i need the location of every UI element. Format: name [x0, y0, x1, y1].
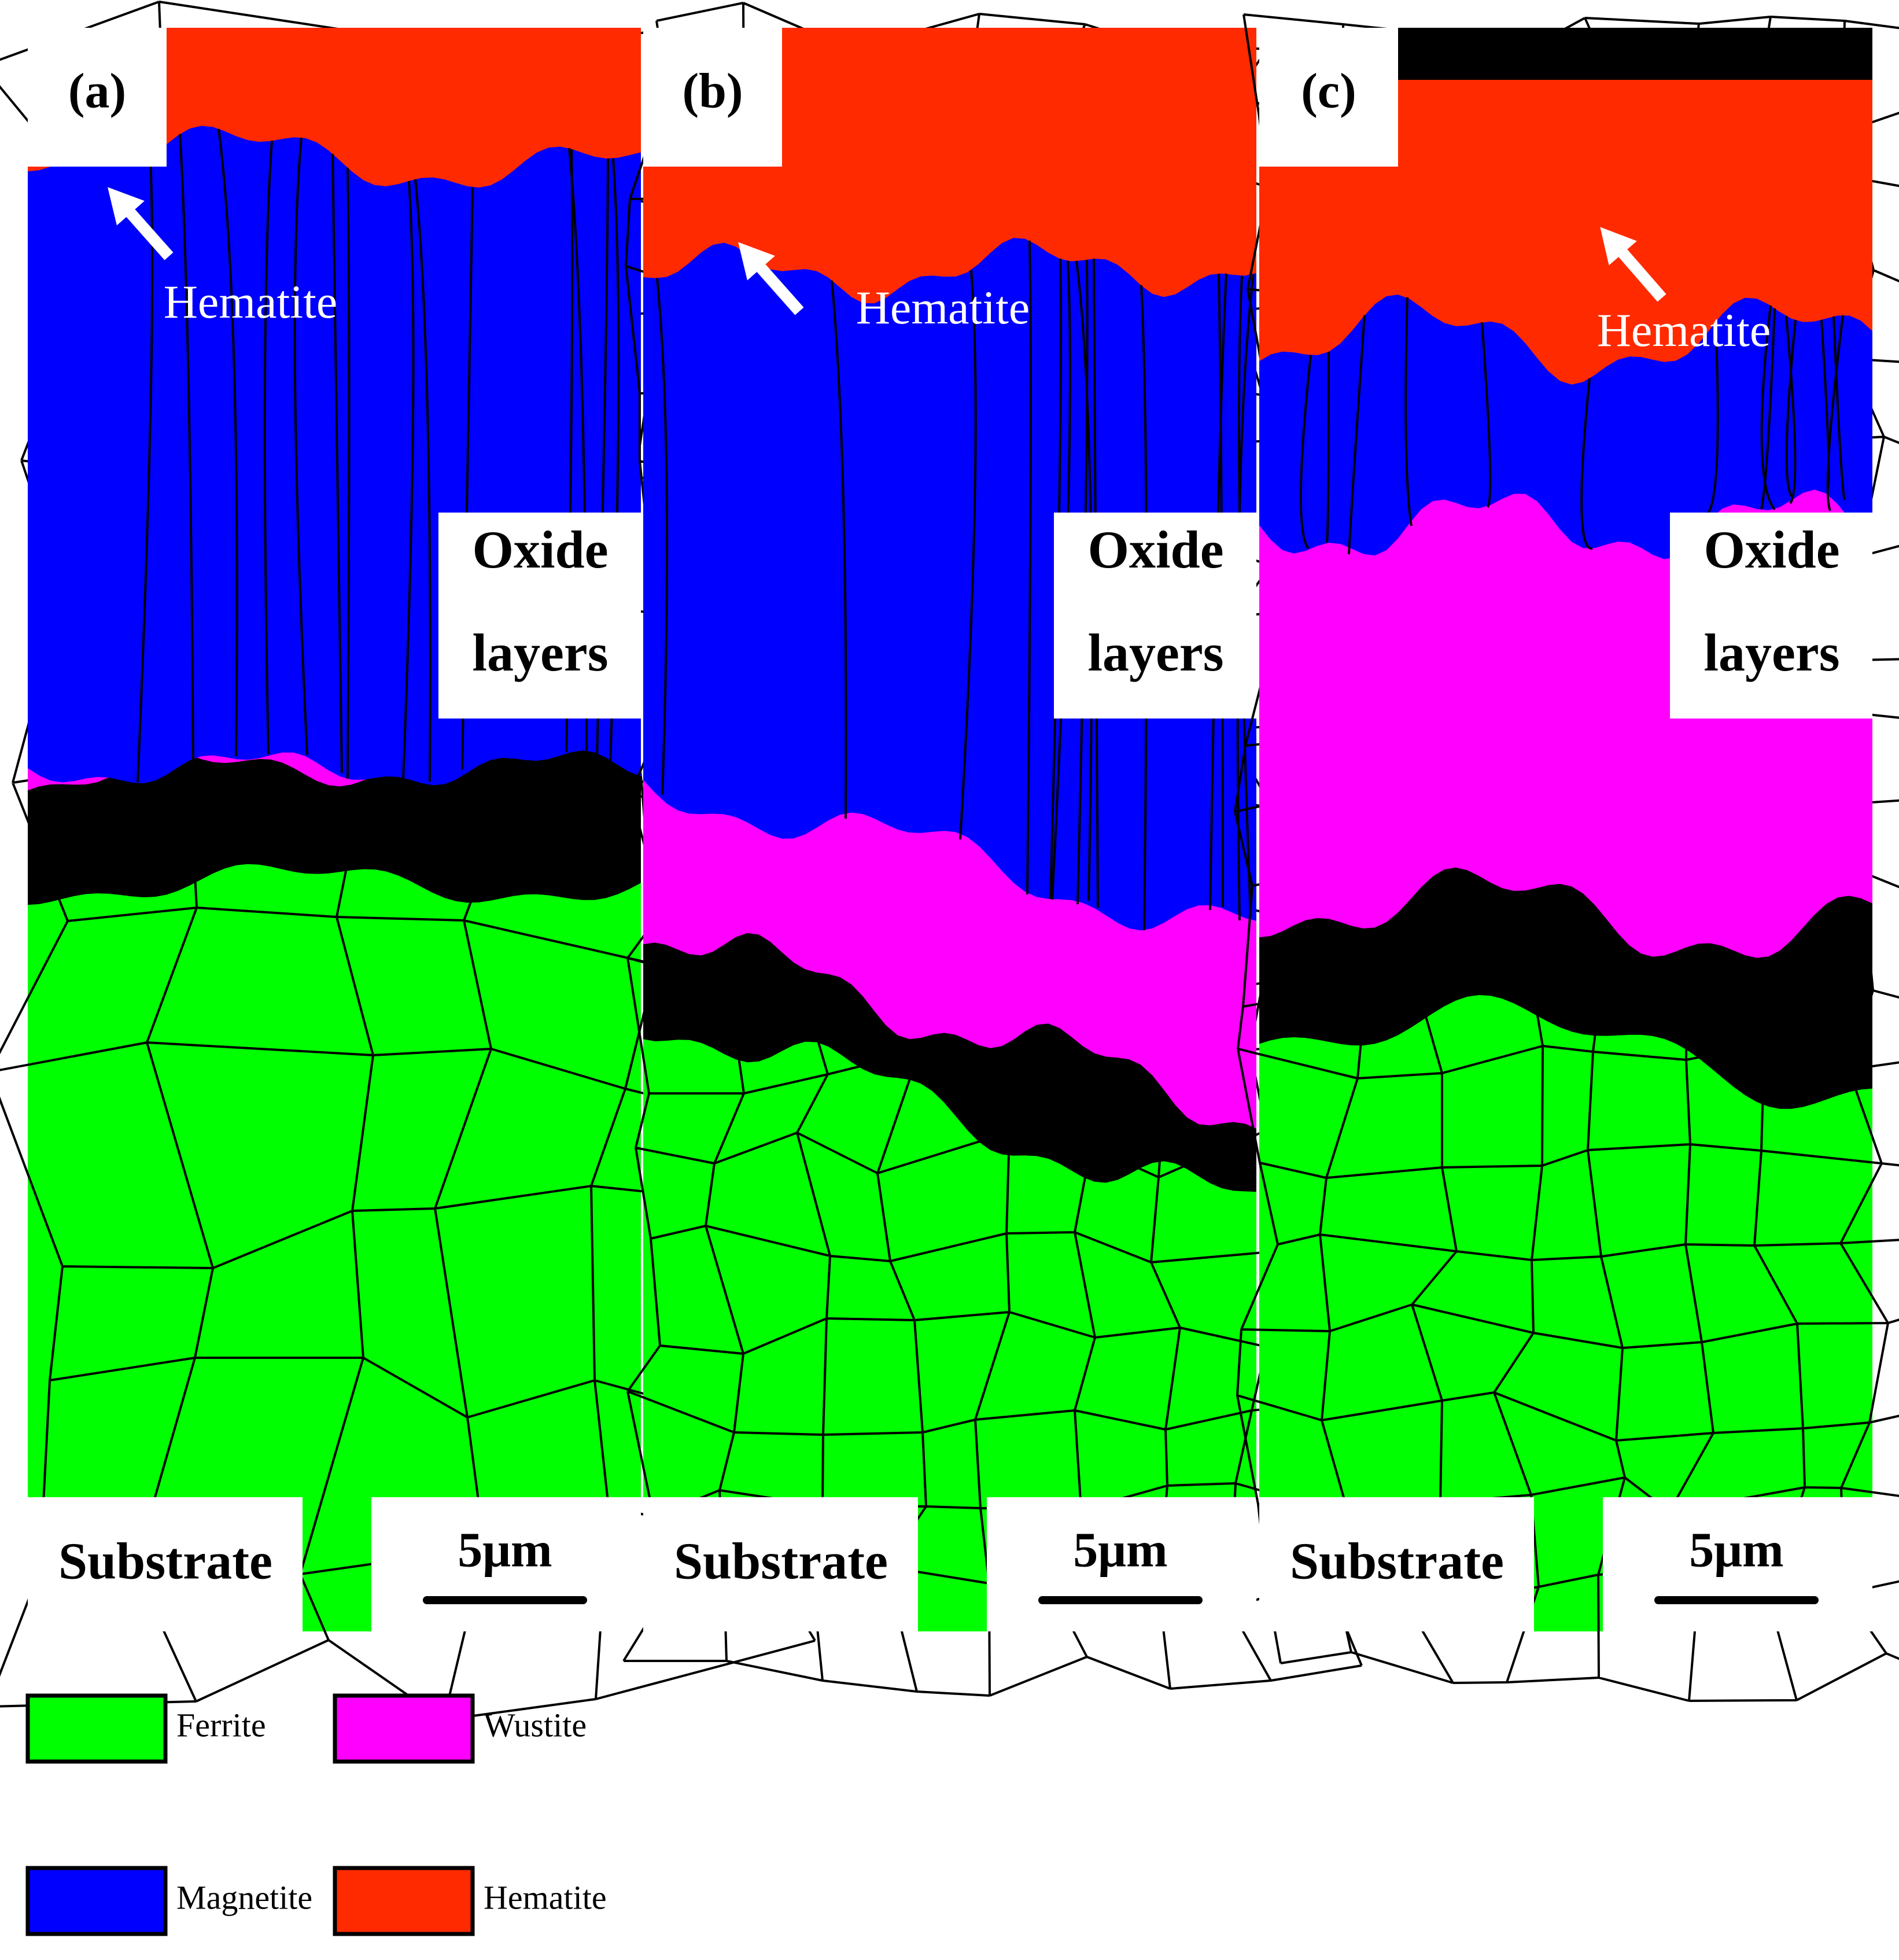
legend-label: Ferrite — [176, 1706, 266, 1744]
region-label: Oxide — [1087, 520, 1223, 579]
substrate-label: Substrate — [58, 1533, 272, 1590]
region-label: layers — [472, 623, 608, 682]
panel-label: (a) — [68, 63, 126, 119]
panel-label: (c) — [1301, 63, 1356, 119]
label-box — [1670, 513, 1872, 719]
panel-label: (b) — [682, 63, 743, 119]
label-box — [643, 28, 782, 167]
label-box — [1259, 1497, 1534, 1631]
arrow-head — [108, 187, 145, 226]
region-label: Oxide — [1703, 520, 1839, 579]
label-box — [1603, 1497, 1872, 1631]
substrate-label: Substrate — [674, 1533, 888, 1590]
label-box — [1259, 28, 1398, 167]
map-panel: (a) Hematite Oxide layers Substrate 5μm — [0, 1, 816, 1721]
arrow-head — [738, 242, 775, 281]
map-panel: (c) Hematite Oxide layers Substrate 5μm — [1234, 13, 1899, 1702]
scale-bar-label: 5μm — [1073, 1522, 1167, 1578]
annotation: Hematite — [856, 281, 1030, 334]
phase-region — [28, 28, 641, 188]
label-box — [643, 1497, 918, 1631]
phase-region — [1259, 28, 1872, 385]
label-box — [438, 513, 641, 719]
region-label: layers — [1703, 623, 1839, 682]
scale-bar-label: 5μm — [1689, 1522, 1783, 1578]
label-box — [28, 1497, 303, 1631]
phase-region — [643, 28, 1256, 304]
legend-swatch — [333, 1866, 475, 1936]
legend-swatch — [25, 1866, 168, 1936]
label-box — [371, 1497, 641, 1631]
scale-bar-label: 5μm — [458, 1522, 552, 1578]
legend-swatch — [333, 1693, 475, 1764]
label-box — [28, 28, 167, 167]
region-label: Oxide — [472, 520, 608, 579]
map-panel: (b) Hematite Oxide layers Substrate 5μm — [622, 2, 1364, 1697]
oxide-boundaries — [1299, 297, 1846, 555]
substrate-label: Substrate — [1290, 1533, 1504, 1590]
annotation: Hematite — [1597, 304, 1771, 356]
label-box — [1054, 513, 1256, 719]
annotation: Hematite — [164, 275, 338, 328]
legend-label: Wustite — [484, 1706, 587, 1744]
region-label: layers — [1087, 623, 1223, 682]
legend-label: Hematite — [484, 1878, 607, 1916]
oxide-boundaries — [137, 128, 620, 783]
dark-edge — [1398, 28, 1872, 80]
arrow-head — [1600, 227, 1637, 266]
legend-swatch — [25, 1693, 168, 1764]
label-box — [987, 1497, 1256, 1631]
legend-label: Magnetite — [176, 1878, 312, 1916]
